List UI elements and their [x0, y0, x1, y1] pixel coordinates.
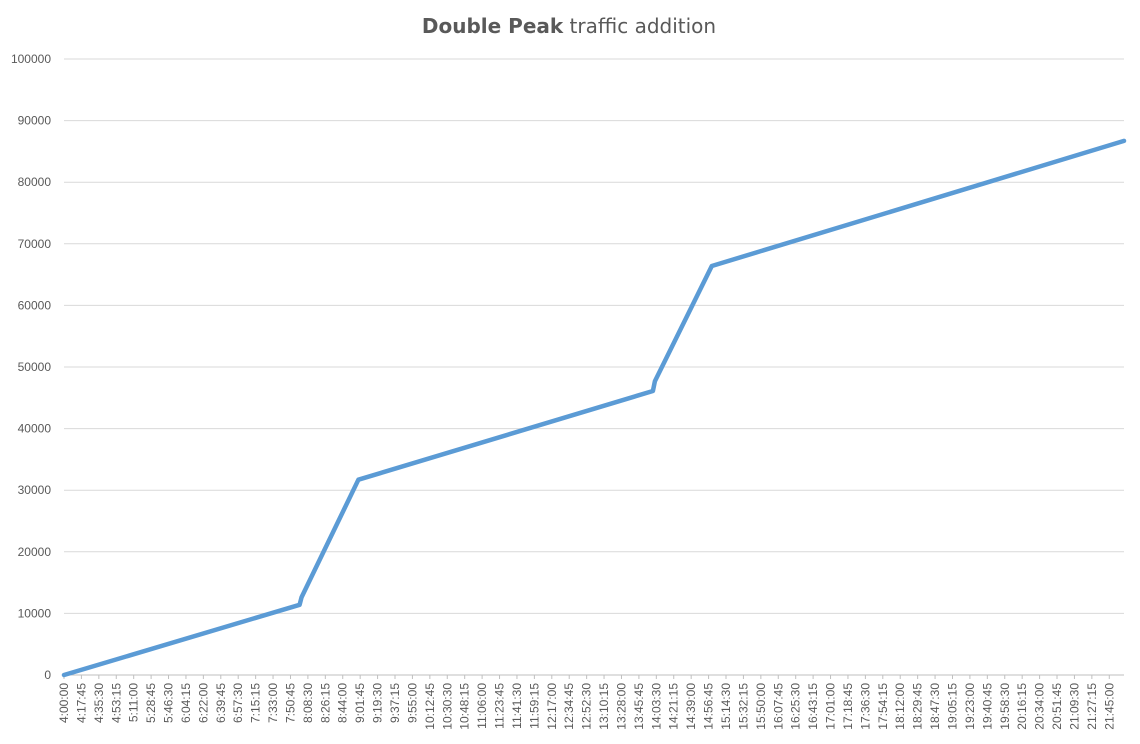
chart-title: Double Peak traffic addition: [422, 14, 716, 38]
x-tick-label: 15:32:15: [736, 683, 750, 730]
x-tick-label: 11:59:15: [527, 683, 541, 729]
x-tick-label: 8:08:30: [301, 683, 315, 723]
x-tick-label: 5:11:00: [127, 683, 141, 722]
x-tick-label: 16:07:45: [771, 683, 785, 730]
x-tick-label: 20:51:45: [1050, 683, 1064, 730]
x-tick-label: 15:14:30: [719, 683, 733, 730]
x-tick-label: 19:23:00: [963, 683, 977, 730]
x-tick-label: 9:37:15: [388, 683, 402, 723]
x-tick-label: 4:35:30: [92, 683, 106, 723]
x-tick-label: 16:43:15: [806, 683, 820, 730]
x-tick-label: 21:45:00: [1102, 683, 1116, 730]
y-tick-label: 80000: [18, 175, 52, 189]
x-tick-label: 9:55:00: [405, 683, 419, 723]
y-tick-label: 10000: [18, 606, 52, 620]
x-tick-label: 17:01:00: [824, 683, 838, 730]
x-tick-label: 12:34:45: [562, 683, 576, 730]
x-tick-label: 14:03:30: [649, 683, 663, 730]
x-tick-label: 20:16:15: [1015, 683, 1029, 730]
x-tick-label: 11:41:30: [510, 683, 524, 729]
x-tick-label: 17:36:30: [858, 683, 872, 730]
series-line-0: [61, 138, 1127, 678]
x-tick-label: 18:12:00: [893, 683, 907, 730]
x-axis-ticks: 4:00:00 4:17:45 4:35:30 4:53:15 5:11:00 5:28:…: [57, 675, 1116, 730]
x-tick-label: 21:27:15: [1085, 683, 1099, 730]
x-tick-label: 9:01:45: [353, 683, 367, 723]
y-tick-label: 40000: [18, 422, 52, 436]
x-tick-label: 10:30:30: [440, 683, 454, 730]
x-tick-label: 4:53:15: [109, 683, 123, 723]
x-tick-label: 10:48:15: [458, 683, 472, 730]
y-tick-label: 70000: [18, 237, 52, 251]
gridlines: [64, 58, 1124, 676]
y-tick-label: 20000: [18, 545, 52, 559]
x-tick-label: 9:19:30: [371, 683, 385, 723]
x-tick-label: 19:05:15: [945, 683, 959, 730]
x-tick-label: 11:23:45: [493, 683, 507, 729]
x-tick-label: 18:29:45: [911, 683, 925, 730]
x-tick-label: 4:17:45: [74, 683, 88, 723]
chart-title-bold: Double Peak: [422, 14, 564, 38]
x-tick-label: 6:22:00: [196, 683, 210, 723]
x-tick-label: 19:58:30: [998, 683, 1012, 730]
x-tick-label: 19:40:45: [980, 683, 994, 730]
x-tick-label: 13:10:15: [597, 683, 611, 730]
y-tick-label: 100000: [11, 52, 51, 66]
chart-title-rest: traffic addition: [563, 14, 716, 38]
x-tick-label: 18:47:30: [928, 683, 942, 730]
x-tick-label: 5:46:30: [162, 683, 176, 723]
x-tick-label: 16:25:30: [789, 683, 803, 730]
x-tick-label: 11:06:00: [475, 683, 489, 729]
x-tick-label: 13:45:45: [632, 683, 646, 730]
x-tick-label: 12:52:30: [580, 683, 594, 730]
x-tick-label: 17:18:45: [841, 683, 855, 730]
x-tick-label: 6:39:45: [214, 683, 228, 723]
y-tick-label: 30000: [18, 483, 52, 497]
x-tick-label: 7:15:15: [249, 683, 263, 723]
x-tick-label: 14:39:00: [684, 683, 698, 730]
x-tick-label: 6:57:30: [231, 683, 245, 723]
x-tick-label: 21:09:30: [1067, 683, 1081, 730]
x-tick-label: 14:21:15: [667, 683, 681, 730]
x-tick-label: 17:54:15: [876, 683, 890, 730]
x-tick-label: 4:00:00: [57, 683, 71, 723]
y-tick-label: 50000: [18, 360, 52, 374]
y-axis-ticks: 0 10000 20000 30000 40000 50000 60000 70000 8000…: [11, 52, 51, 682]
x-tick-label: 5:28:45: [144, 683, 158, 723]
x-tick-label: 14:56:45: [702, 683, 716, 730]
x-tick-label: 20:34:00: [1033, 683, 1047, 730]
y-tick-label: 60000: [18, 298, 52, 312]
x-tick-label: 13:28:00: [614, 683, 628, 730]
x-tick-label: 6:04:15: [179, 683, 193, 723]
x-tick-label: 7:33:00: [266, 683, 280, 723]
x-tick-label: 12:17:00: [545, 683, 559, 730]
x-tick-label: 10:12:45: [423, 683, 437, 730]
x-tick-label: 8:26:15: [318, 683, 332, 723]
x-tick-label: 8:44:00: [336, 683, 350, 723]
y-tick-label: 0: [44, 668, 51, 682]
x-tick-label: 7:50:45: [283, 683, 297, 723]
y-tick-label: 90000: [18, 114, 52, 128]
series-layer: [61, 138, 1127, 678]
x-tick-label: 15:50:00: [754, 683, 768, 730]
